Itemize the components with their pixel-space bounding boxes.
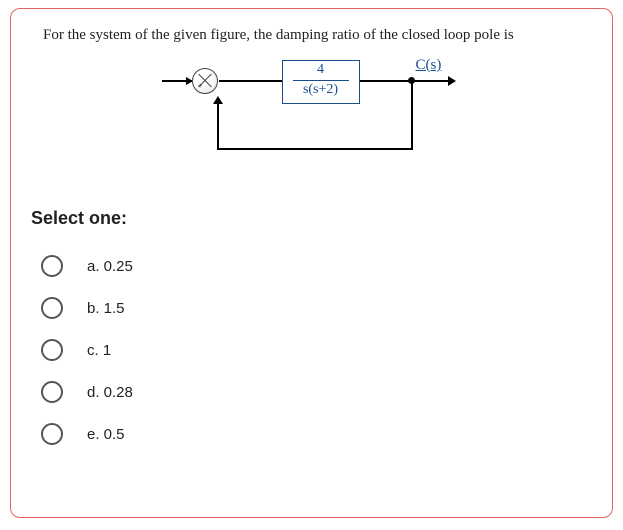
feedback-line-up xyxy=(217,103,219,150)
forward-line-2 xyxy=(360,80,450,82)
feedback-line-across xyxy=(217,148,413,150)
option-c[interactable]: c. 1 xyxy=(29,329,594,371)
output-arrowhead xyxy=(448,76,456,86)
option-a[interactable]: a. 0.25 xyxy=(29,245,594,287)
output-label: C(s) xyxy=(416,57,442,74)
option-b[interactable]: b. 1.5 xyxy=(29,287,594,329)
summing-junction xyxy=(192,68,218,94)
transfer-function-block: 4 s(s+2) xyxy=(282,60,360,104)
option-label: d. 0.28 xyxy=(87,384,133,401)
radio-icon[interactable] xyxy=(41,423,63,445)
tf-numerator: 4 xyxy=(283,61,359,77)
plus-sign: + xyxy=(198,81,203,91)
radio-icon[interactable] xyxy=(41,339,63,361)
radio-icon[interactable] xyxy=(41,297,63,319)
option-label: a. 0.25 xyxy=(87,258,133,275)
radio-icon[interactable] xyxy=(41,255,63,277)
option-e[interactable]: e. 0.5 xyxy=(29,413,594,455)
radio-icon[interactable] xyxy=(41,381,63,403)
feedback-arrowhead xyxy=(213,96,223,104)
option-d[interactable]: d. 0.28 xyxy=(29,371,594,413)
block-diagram: + 4 s(s+2) C(s) xyxy=(29,58,594,168)
option-label: c. 1 xyxy=(87,342,111,359)
question-text: For the system of the given figure, the … xyxy=(29,27,594,44)
forward-line-1 xyxy=(219,80,282,82)
question-card: For the system of the given figure, the … xyxy=(10,8,613,518)
option-label: e. 0.5 xyxy=(87,426,125,443)
feedback-line-down xyxy=(411,80,413,150)
tf-denominator: s(s+2) xyxy=(283,83,359,97)
option-label: b. 1.5 xyxy=(87,300,125,317)
select-one-prompt: Select one: xyxy=(29,208,594,229)
input-arrow xyxy=(162,80,192,82)
